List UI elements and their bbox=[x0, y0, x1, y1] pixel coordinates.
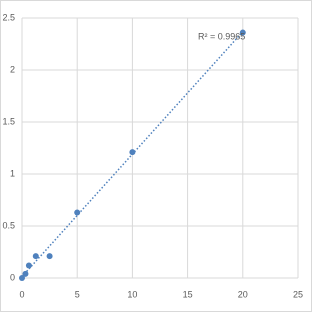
y-tick-label: 1 bbox=[10, 168, 15, 178]
trendline-annotation: R² = 0.9965 bbox=[198, 31, 245, 41]
y-tick-label: 0 bbox=[10, 272, 15, 282]
data-point bbox=[74, 209, 81, 216]
data-point bbox=[239, 29, 246, 36]
x-tick-label: 25 bbox=[293, 289, 303, 299]
chart-border bbox=[0, 0, 312, 312]
data-point bbox=[46, 253, 53, 260]
data-point bbox=[19, 275, 25, 281]
data-point bbox=[32, 253, 39, 260]
chart: 0 0.5 1 1.5 2 2.5 0 5 10 15 20 25 R² = 0.9965 bbox=[0, 0, 312, 312]
y-tick-label: 2 bbox=[10, 64, 15, 74]
x-tick-label: 5 bbox=[75, 289, 80, 299]
y-tick-label: 0.5 bbox=[2, 220, 15, 230]
data-point bbox=[25, 262, 32, 269]
y-tick-label: 2.5 bbox=[2, 12, 15, 22]
x-tick-label: 10 bbox=[127, 289, 137, 299]
data-point bbox=[22, 270, 29, 277]
x-tick-label: 0 bbox=[19, 289, 24, 299]
y-tick-label: 1.5 bbox=[2, 116, 15, 126]
x-tick-label: 15 bbox=[183, 289, 193, 299]
data-point bbox=[129, 149, 136, 156]
x-tick-label: 20 bbox=[238, 289, 248, 299]
